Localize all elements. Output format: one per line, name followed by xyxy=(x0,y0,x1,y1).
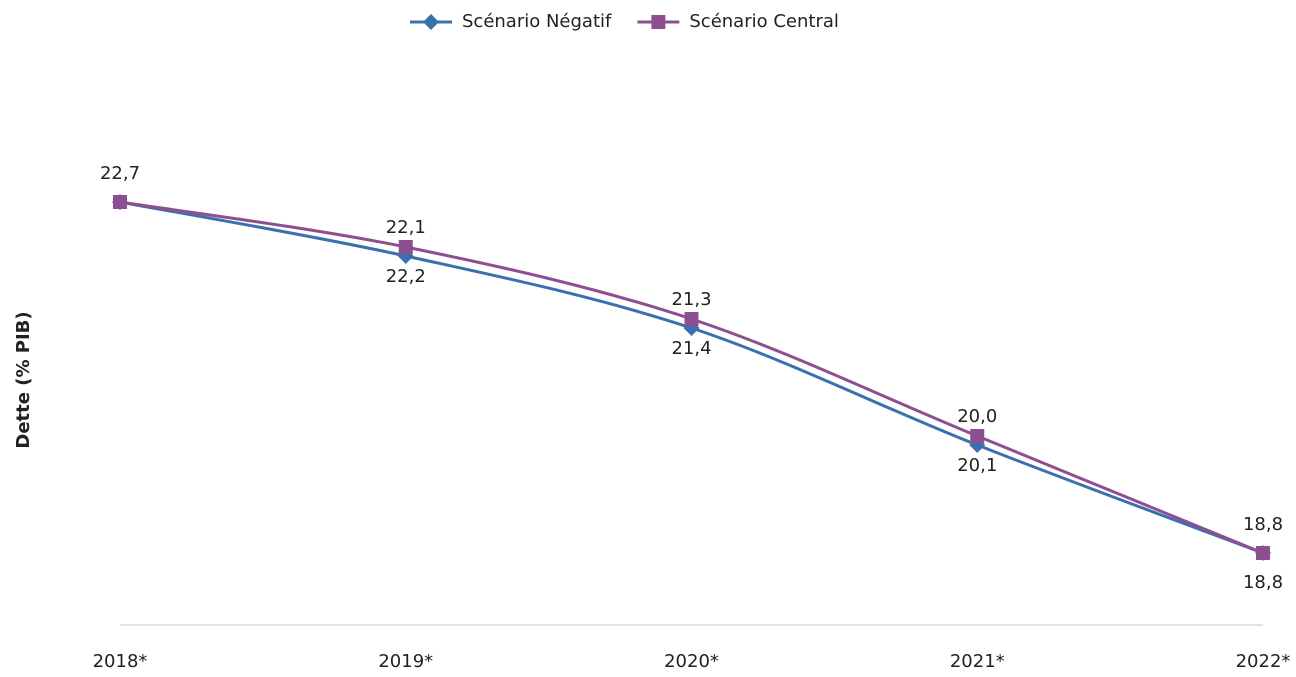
marker xyxy=(398,240,413,254)
data-label: 18,8 xyxy=(1243,572,1283,593)
legend-label: Scénario Négatif xyxy=(462,11,612,32)
x-tick-label: 2022* xyxy=(1236,651,1291,672)
x-tick-label: 2020* xyxy=(664,651,719,672)
series-line xyxy=(119,200,1264,555)
data-label: 20,0 xyxy=(957,406,997,427)
y-axis-title: Dette (% PIB) xyxy=(13,311,34,448)
data-label: 22,1 xyxy=(386,217,426,238)
marker xyxy=(651,15,666,29)
marker xyxy=(684,312,699,326)
data-label: 20,1 xyxy=(957,455,997,476)
data-label: 22,2 xyxy=(386,266,426,287)
data-label: 18,8 xyxy=(1243,514,1283,535)
legend-label: Scénario Central xyxy=(689,11,839,32)
series-line xyxy=(119,200,1264,555)
marker xyxy=(113,195,127,209)
data-label: 21,3 xyxy=(671,289,711,310)
marker xyxy=(970,429,985,443)
x-tick-label: 2021* xyxy=(950,651,1005,672)
data-label: 21,4 xyxy=(671,338,711,359)
data-label: 22,7 xyxy=(100,163,140,184)
x-tick-label: 2019* xyxy=(378,651,433,672)
x-tick-label: 2018* xyxy=(93,651,148,672)
marker xyxy=(1256,546,1270,560)
marker xyxy=(423,14,439,30)
